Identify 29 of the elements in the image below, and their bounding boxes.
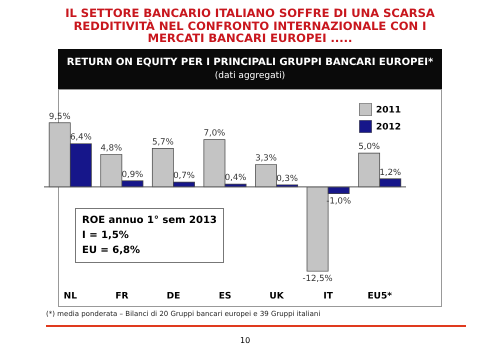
- data-label: 1,2%: [379, 168, 402, 178]
- data-label: 0,9%: [122, 170, 144, 180]
- x-tick-label: DE: [166, 292, 180, 302]
- data-label: 0,3%: [276, 174, 298, 184]
- legend-label: 2011: [376, 106, 402, 116]
- data-label: 7,0%: [204, 128, 226, 139]
- data-label: 9,5%: [48, 112, 71, 122]
- x-tick-label: NL: [64, 292, 78, 302]
- chart-title: IL SETTORE BANCARIO ITALIANO SOFFRE DI UNA SCARSA REDDITIVITÀ NEL CONFRONTO INTERNAZIONALE CON I MERCATI BANCARI EUROPEI .....: [64, 6, 436, 45]
- x-tick-label: EU5*: [367, 292, 392, 302]
- x-tick-label: UK: [269, 292, 285, 302]
- annotation: I = 1,5%: [82, 229, 130, 243]
- data-label: 3,3%: [255, 154, 277, 164]
- data-label: -12,5%: [302, 274, 333, 284]
- x-tick-label: ES: [218, 292, 232, 302]
- data-label: 0,7%: [173, 171, 195, 182]
- annotation: ROE annuo 1° sem 2013: [82, 214, 217, 228]
- legend-label: 2012: [376, 122, 402, 132]
- data-label: 4,8%: [100, 143, 122, 154]
- data-label: 5,7%: [152, 137, 174, 148]
- x-tick-label: IT: [323, 292, 334, 302]
- text-box: ROE annuo 1° sem 2013 I = 1,5% EU = 6,8%: [75, 208, 224, 263]
- data-label: 5,0%: [358, 142, 380, 152]
- text: (dati aggregati): [214, 71, 286, 81]
- data-label: 6,4%: [70, 132, 92, 143]
- chart-subtitle: RETURN ON EQUITY PER I PRINCIPALI GRUPPI BANCARI EUROPEI*: [66, 57, 434, 68]
- x-tick-label: FR: [115, 292, 128, 302]
- annotation: EU = 6,8%: [82, 244, 142, 258]
- text: 10: [240, 336, 250, 345]
